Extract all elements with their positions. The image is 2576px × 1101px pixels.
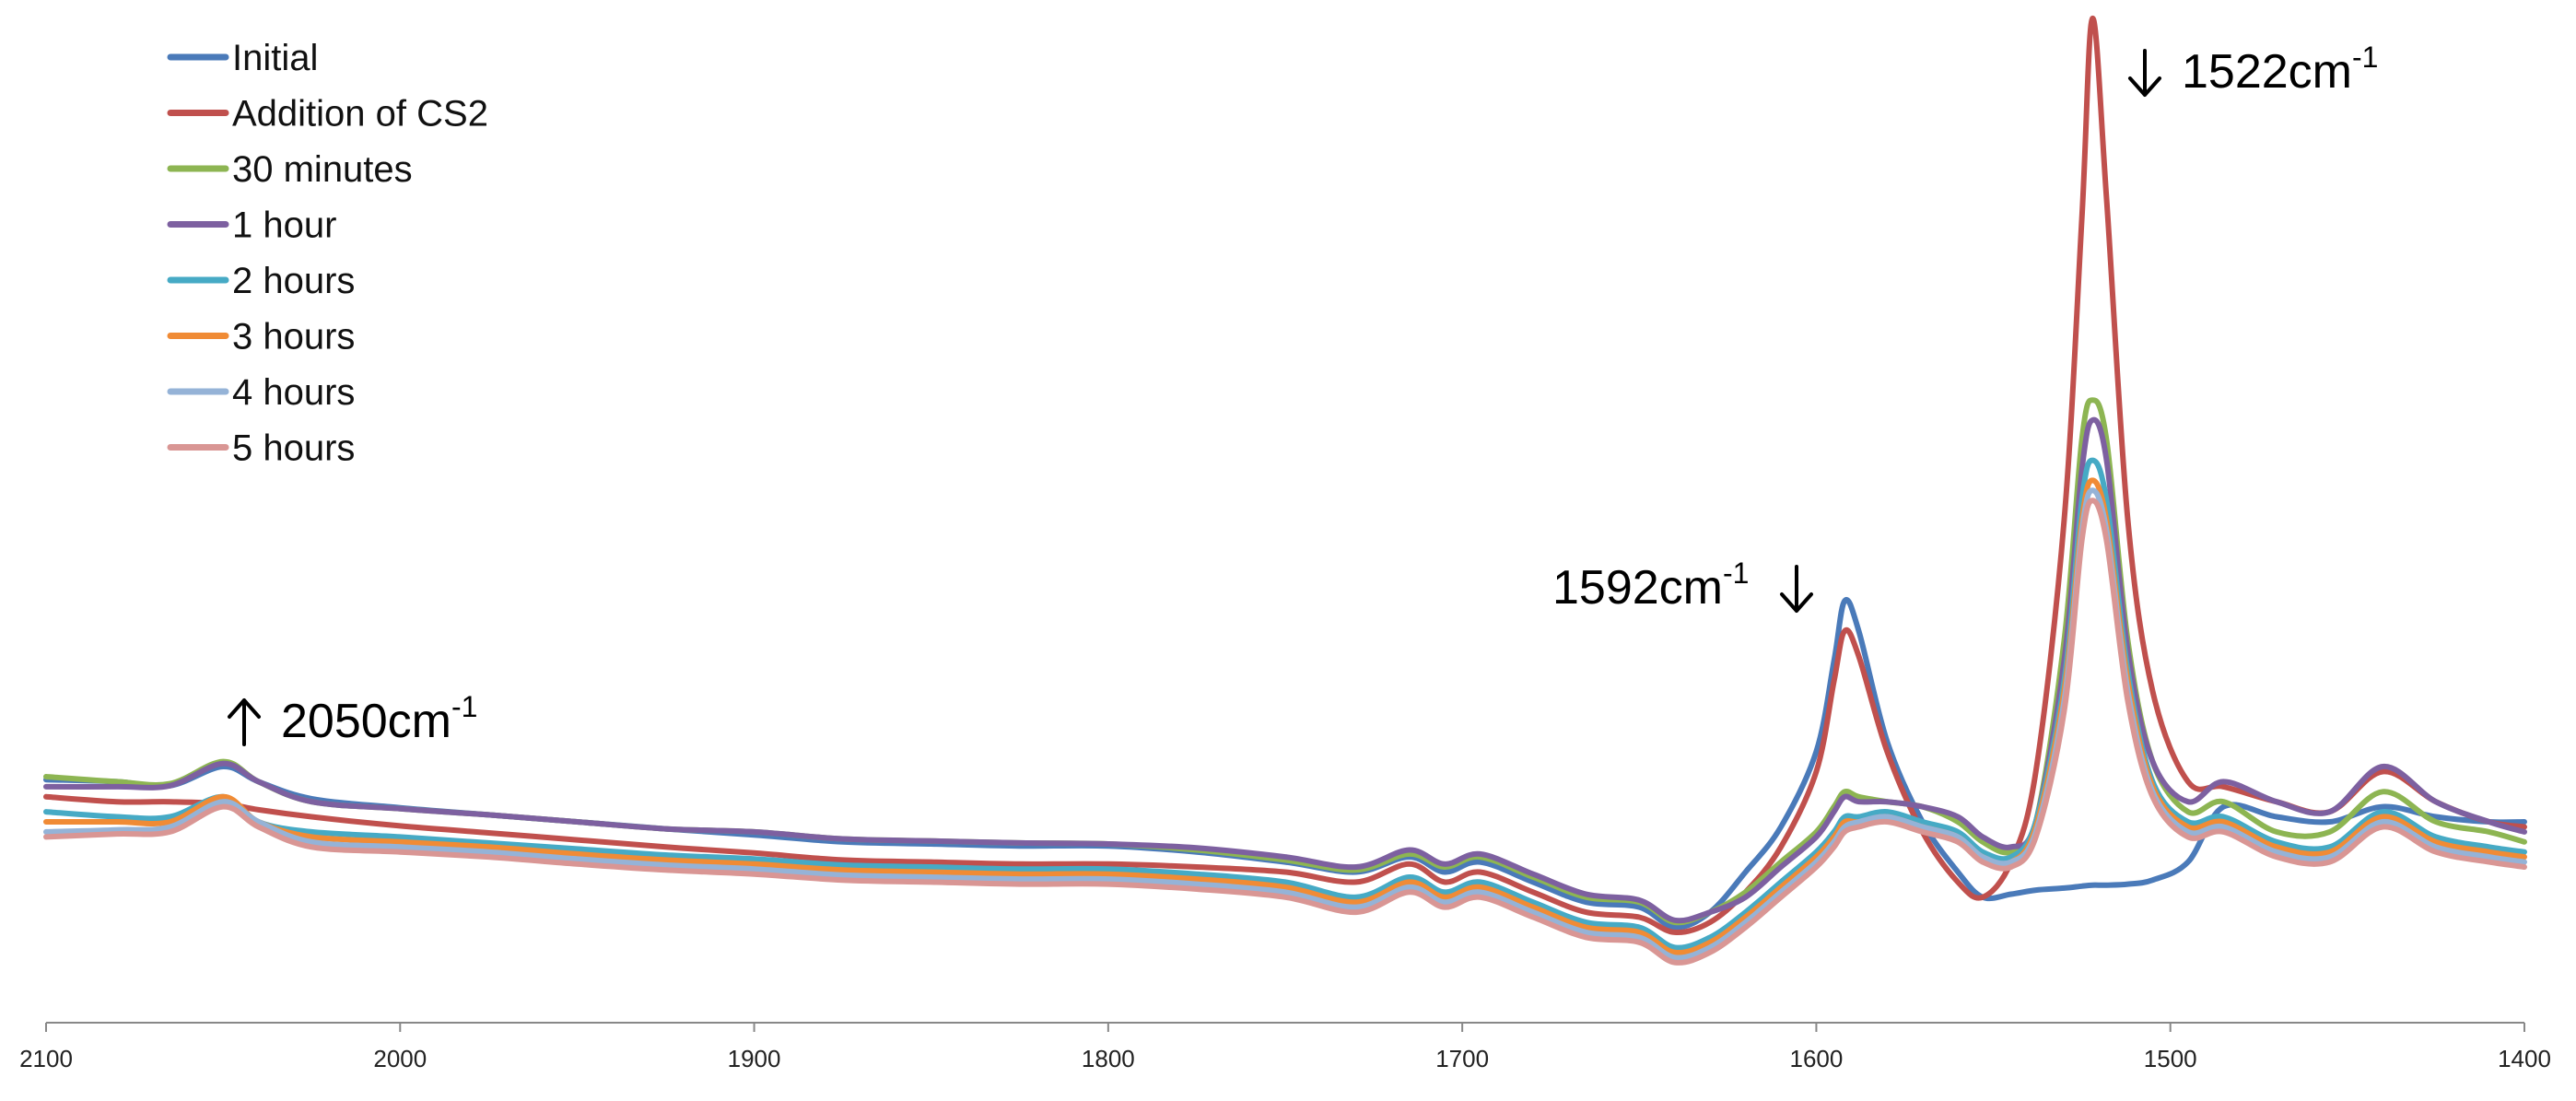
x-axis: 2100 2000 1900 1800 1700 1600 1500 1400 [19, 1022, 2551, 1072]
up-arrow-icon [228, 698, 261, 746]
annotation-a2050: 2050cm-1 [228, 690, 477, 748]
x-tick-label: 2100 [19, 1045, 73, 1072]
x-tick-label: 1800 [1082, 1045, 1135, 1072]
x-tick-label: 1600 [1790, 1045, 1844, 1072]
annotation-a1592: 1592cm-1 [1552, 556, 1813, 615]
annotation-label: 1522cm-1 [2182, 41, 2378, 99]
series-layer [43, 15, 2527, 966]
x-tick-label: 2000 [373, 1045, 427, 1072]
x-tick-label: 1700 [1435, 1045, 1489, 1072]
legend-label: 3 hours [232, 317, 355, 357]
legend-label: Initial [232, 38, 318, 78]
legend-label: 5 hours [232, 428, 355, 469]
x-tick-label: 1900 [728, 1045, 781, 1072]
x-tick-label: 1400 [2498, 1045, 2551, 1072]
legend: Initial Addition of CS2 30 minutes 1 hour 2 … [167, 38, 488, 469]
annotations: 2050cm-1 1592cm-1 1522cm-1 [228, 41, 2378, 748]
legend-label: Addition of CS2 [232, 94, 488, 135]
legend-label: 30 minutes [232, 149, 413, 190]
series-line-5-hours [43, 498, 2527, 966]
series-line-addition-of-cs2 [43, 15, 2527, 935]
legend-label: 1 hour [232, 205, 336, 246]
down-arrow-icon [1780, 565, 1813, 613]
annotation-label: 1592cm-1 [1552, 556, 1749, 615]
legend-label: 4 hours [232, 372, 355, 413]
x-tick-label: 1500 [2144, 1045, 2197, 1072]
series-line-1-hour [43, 416, 2527, 924]
annotation-a1522: 1522cm-1 [2128, 41, 2378, 99]
down-arrow-icon [2128, 49, 2161, 97]
annotation-label: 2050cm-1 [281, 690, 477, 748]
legend-label: 2 hours [232, 261, 355, 301]
